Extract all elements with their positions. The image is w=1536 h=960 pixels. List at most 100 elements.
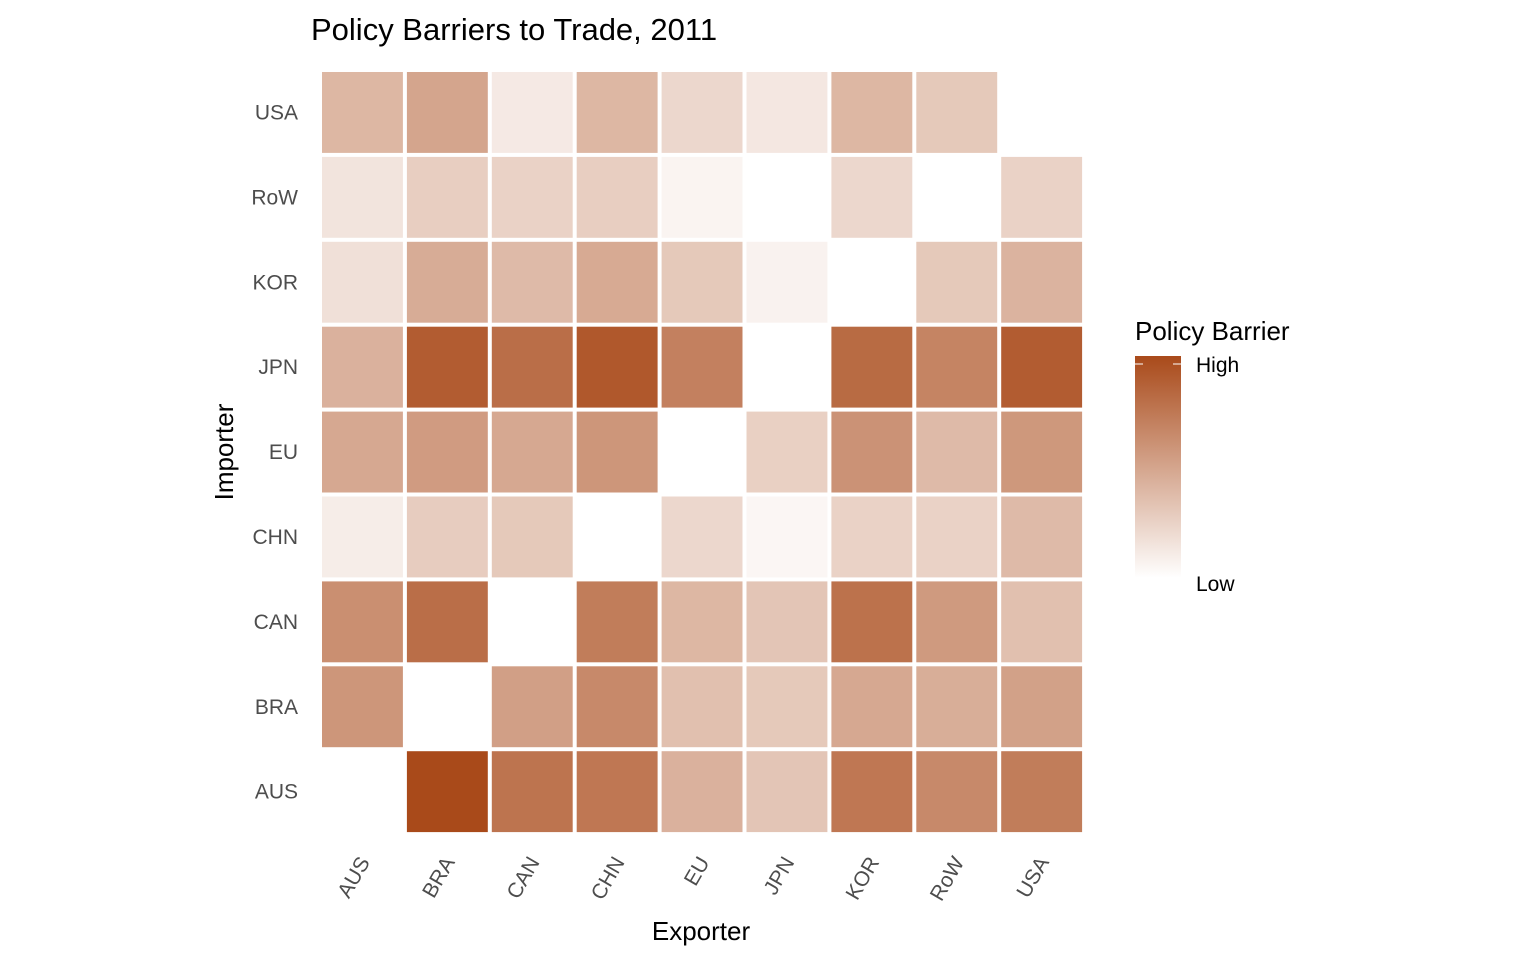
heatmap-cell-CAN-BRA [406, 581, 488, 663]
heatmap-cell-CHN-USA [1001, 496, 1083, 578]
heatmap-cell-AUS-RoW [916, 751, 998, 833]
x-tick-label: BRA [418, 853, 460, 902]
heatmap-cell-JPN-KOR [831, 326, 913, 408]
heatmap-cell-AUS-JPN [746, 751, 828, 833]
heatmap-cell-CHN-BRA [406, 496, 488, 578]
heatmap-cell-RoW-AUS [322, 156, 403, 238]
heatmap-cell-AUS-CHN [576, 751, 658, 833]
heatmap-cell-AUS-BRA [406, 751, 488, 833]
heatmap-cell-KOR-AUS [322, 241, 403, 323]
heatmap-cell-CHN-EU [661, 496, 743, 578]
heatmap-cell-AUS-CAN [491, 751, 573, 833]
heatmap-cell-JPN-EU [661, 326, 743, 408]
heatmap-cell-KOR-BRA [406, 241, 488, 323]
heatmap-cell-USA-CAN [491, 72, 573, 153]
heatmap-cell-USA-EU [661, 72, 743, 153]
y-tick-label: EU [269, 441, 298, 464]
heatmap-cell-JPN-CHN [576, 326, 658, 408]
heatmap-cell-KOR-RoW [916, 241, 998, 323]
y-axis-title: Importer [209, 403, 239, 500]
heatmap-cell-BRA-CAN [491, 666, 573, 748]
heatmap-cell-EU-AUS [322, 411, 403, 493]
y-tick-label: USA [255, 101, 298, 124]
heatmap-cell-USA-BRA [406, 72, 488, 153]
y-tick-label: RoW [251, 186, 298, 209]
y-tick-label: JPN [258, 356, 298, 379]
heatmap-cell-BRA-RoW [916, 666, 998, 748]
heatmap-cell-EU-JPN [746, 411, 828, 493]
x-tick-label: CAN [502, 853, 544, 903]
heatmap-cell-JPN-BRA [406, 326, 488, 408]
heatmap-cell-EU-RoW [916, 411, 998, 493]
heatmap-cell-JPN-RoW [916, 326, 998, 408]
heatmap-cell-CHN-AUS [322, 496, 403, 578]
x-tick-label: KOR [842, 853, 885, 904]
heatmap-cell-BRA-JPN [746, 666, 828, 748]
heatmap-cell-CAN-CHN [576, 581, 658, 663]
heatmap-cell-CAN-KOR [831, 581, 913, 663]
heatmap-cell-CAN-AUS [322, 581, 403, 663]
x-tick-label: USA [1012, 853, 1054, 902]
x-axis-title: Exporter [652, 916, 751, 946]
heatmap-cell-USA-JPN [746, 72, 828, 153]
heatmap-cell-EU-BRA [406, 411, 488, 493]
chart-title: Policy Barriers to Trade, 2011 [311, 12, 717, 47]
heatmap-cell-RoW-BRA [406, 156, 488, 238]
heatmap-cell-AUS-EU [661, 751, 743, 833]
heatmap-cell-KOR-EU [661, 241, 743, 323]
y-tick-label: CHN [253, 526, 299, 549]
heatmap-cell-CAN-USA [1001, 581, 1083, 663]
legend-high-label: High [1196, 354, 1239, 377]
heatmap-cell-CHN-CAN [491, 496, 573, 578]
y-tick-label: CAN [254, 611, 298, 634]
heatmap-cell-RoW-USA [1001, 156, 1083, 238]
heatmap-cell-EU-USA [1001, 411, 1083, 493]
heatmap-cell-BRA-CHN [576, 666, 658, 748]
heatmap-cell-CAN-EU [661, 581, 743, 663]
y-tick-label: BRA [255, 696, 298, 719]
heatmap-cell-BRA-USA [1001, 666, 1083, 748]
y-tick-label: AUS [255, 781, 298, 804]
heatmap-cell-EU-KOR [831, 411, 913, 493]
heatmap-cell-BRA-EU [661, 666, 743, 748]
heatmap-cell-CHN-JPN [746, 496, 828, 578]
heatmap-cell-RoW-CHN [576, 156, 658, 238]
heatmap-cell-EU-CHN [576, 411, 658, 493]
legend-colorbar [1135, 356, 1181, 578]
x-tick-label: EU [680, 853, 715, 890]
heatmap-cell-KOR-CHN [576, 241, 658, 323]
heatmap-cell-JPN-USA [1001, 326, 1083, 408]
x-tick-label: JPN [760, 853, 800, 899]
heatmap-cell-KOR-JPN [746, 241, 828, 323]
x-tick-label: AUS [333, 853, 375, 902]
heatmap-cell-BRA-KOR [831, 666, 913, 748]
heatmap-cell-RoW-KOR [831, 156, 913, 238]
heatmap-cell-KOR-USA [1001, 241, 1083, 323]
heatmap-cell-USA-AUS [322, 72, 403, 153]
legend-title: Policy Barrier [1135, 316, 1290, 346]
heatmap-cell-RoW-EU [661, 156, 743, 238]
heatmap-cell-RoW-JPN [746, 156, 828, 238]
x-axis-ticks: AUS BRA CAN CHN EU JPN KOR RoW USA [333, 853, 1054, 905]
heatmap-cell-KOR-CAN [491, 241, 573, 323]
y-tick-label: KOR [252, 271, 298, 294]
heatmap-cell-JPN-AUS [322, 326, 403, 408]
heatmap-cell-EU-CAN [491, 411, 573, 493]
color-legend: Policy Barrier High Low [1135, 316, 1290, 596]
heatmap-cell-USA-KOR [831, 72, 913, 153]
heatmap-cell-JPN-CAN [491, 326, 573, 408]
heatmap-cell-CHN-KOR [831, 496, 913, 578]
heatmap-cell-CHN-RoW [916, 496, 998, 578]
heatmap-cell-CAN-JPN [746, 581, 828, 663]
heatmap-cell-USA-CHN [576, 72, 658, 153]
heatmap-cell-BRA-AUS [322, 666, 403, 748]
heatmap-cell-RoW-CAN [491, 156, 573, 238]
x-tick-label: CHN [587, 853, 630, 904]
heatmap-cell-AUS-KOR [831, 751, 913, 833]
x-tick-label: RoW [926, 853, 969, 905]
heatmap-cell-USA-RoW [916, 72, 998, 153]
heatmap-cell-CAN-RoW [916, 581, 998, 663]
y-axis-ticks: USA RoW KOR JPN EU CHN CAN BRA AUS [251, 101, 298, 803]
legend-low-label: Low [1196, 573, 1235, 596]
